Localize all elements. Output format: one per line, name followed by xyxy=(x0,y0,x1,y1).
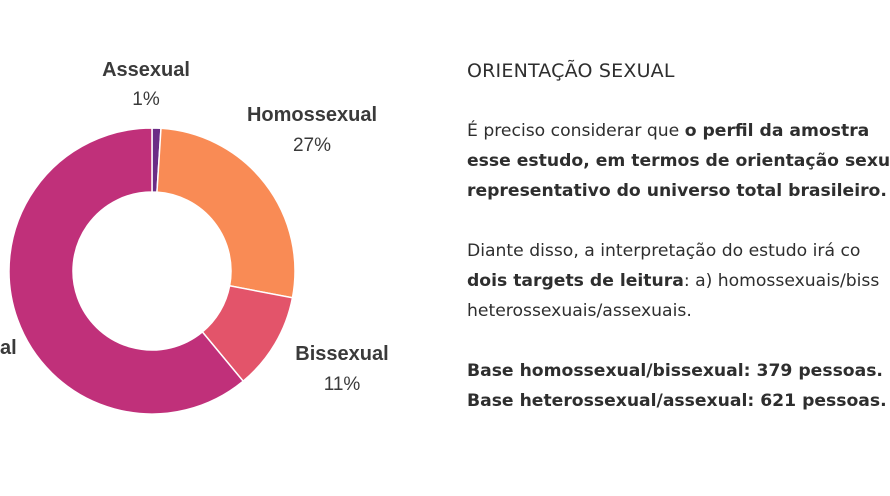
slice-homossexual xyxy=(156,127,296,299)
p2-bold: dois targets de leitura xyxy=(467,271,684,291)
base-counts: Base homossexual/bissexual: 379 pessoas.… xyxy=(467,356,890,416)
p2-text-2: : a) homossexuais/biss xyxy=(683,271,880,291)
slice-label-assexual: Assexual xyxy=(102,59,190,81)
slice-value-homossexual: 27% xyxy=(293,135,331,156)
p1-text: É preciso considerar que xyxy=(467,121,685,141)
info-panel: ORIENTAÇÃO SEXUAL É preciso considerar q… xyxy=(467,56,890,416)
paragraph-interpretation: Diante disso, a interpretação do estudo … xyxy=(467,236,890,326)
donut-chart: Assexual 1% Homossexual 27% Bissexual 11… xyxy=(0,59,389,415)
slice-value-assexual: 1% xyxy=(132,89,160,110)
base-homo-bi: Base homossexual/bissexual: 379 pessoas. xyxy=(467,361,883,381)
p2-text-3: heterossexuais/assexuais. xyxy=(467,301,692,321)
slice-value-bissexual: 11% xyxy=(324,374,361,395)
p2-text-1: Diante disso, a interpretação do estudo … xyxy=(467,241,861,261)
p1-bold-2: esse estudo, em termos de orientação sex… xyxy=(467,151,890,171)
panel-title: ORIENTAÇÃO SEXUAL xyxy=(467,60,675,82)
slice-label-bissexual: Bissexual xyxy=(295,343,388,365)
p1-bold-1: o perfil da amostra xyxy=(684,121,870,141)
slice-label-heterossexual: al xyxy=(0,337,17,359)
paragraph-sample-profile: É preciso considerar que o perfil da amo… xyxy=(467,116,890,206)
base-hetero-as: Base heterossexual/assexual: 621 pessoas… xyxy=(467,391,887,411)
slice-label-homossexual: Homossexual xyxy=(247,104,377,126)
slice-al xyxy=(8,127,245,415)
p1-bold-3: representativo do universo total brasile… xyxy=(467,181,887,201)
